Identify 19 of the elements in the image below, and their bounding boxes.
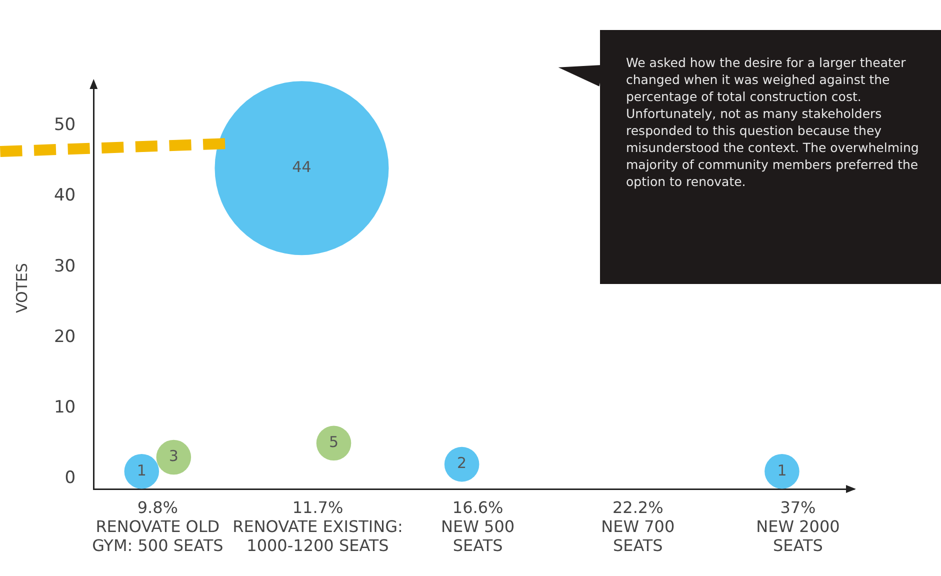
x-tick-label: 9.8% RENOVATE OLD GYM: 500 SEATS <box>92 498 224 556</box>
x-tick-label: 11.7% RENOVATE EXISTING: 1000-1200 SEATS <box>232 498 403 556</box>
y-tick-label: 0 <box>64 468 76 488</box>
y-tick-label: 50 <box>54 115 76 136</box>
y-tick-label: 10 <box>54 397 76 418</box>
data-label: 5 <box>328 433 339 452</box>
data-label: 1 <box>777 461 787 480</box>
y-tick-label: 20 <box>54 326 76 347</box>
data-label: 2 <box>457 454 467 472</box>
data-label: 44 <box>292 158 312 176</box>
y-tick-label: 30 <box>54 256 76 276</box>
x-tick-label: 16.6% NEW 500 SEATS <box>441 498 515 556</box>
y-tick-label: 40 <box>54 186 76 206</box>
data-label: 3 <box>168 447 178 466</box>
x-tick-label: 37% NEW 2000 SEATS <box>756 498 840 556</box>
data-label: 1 <box>136 461 146 480</box>
x-tick-label: 22.2% NEW 700 SEATS <box>601 498 675 556</box>
y-axis-title: VOTES <box>12 263 31 313</box>
annotation: We asked how the desire for a larger theater changed when it was weighed against the percentage of total construction cost. Unfortunately, not as many stakeholders responded to this question because they misunderstood the context. The overwhelming majority of community members preferred the option to renovate. <box>626 54 920 190</box>
